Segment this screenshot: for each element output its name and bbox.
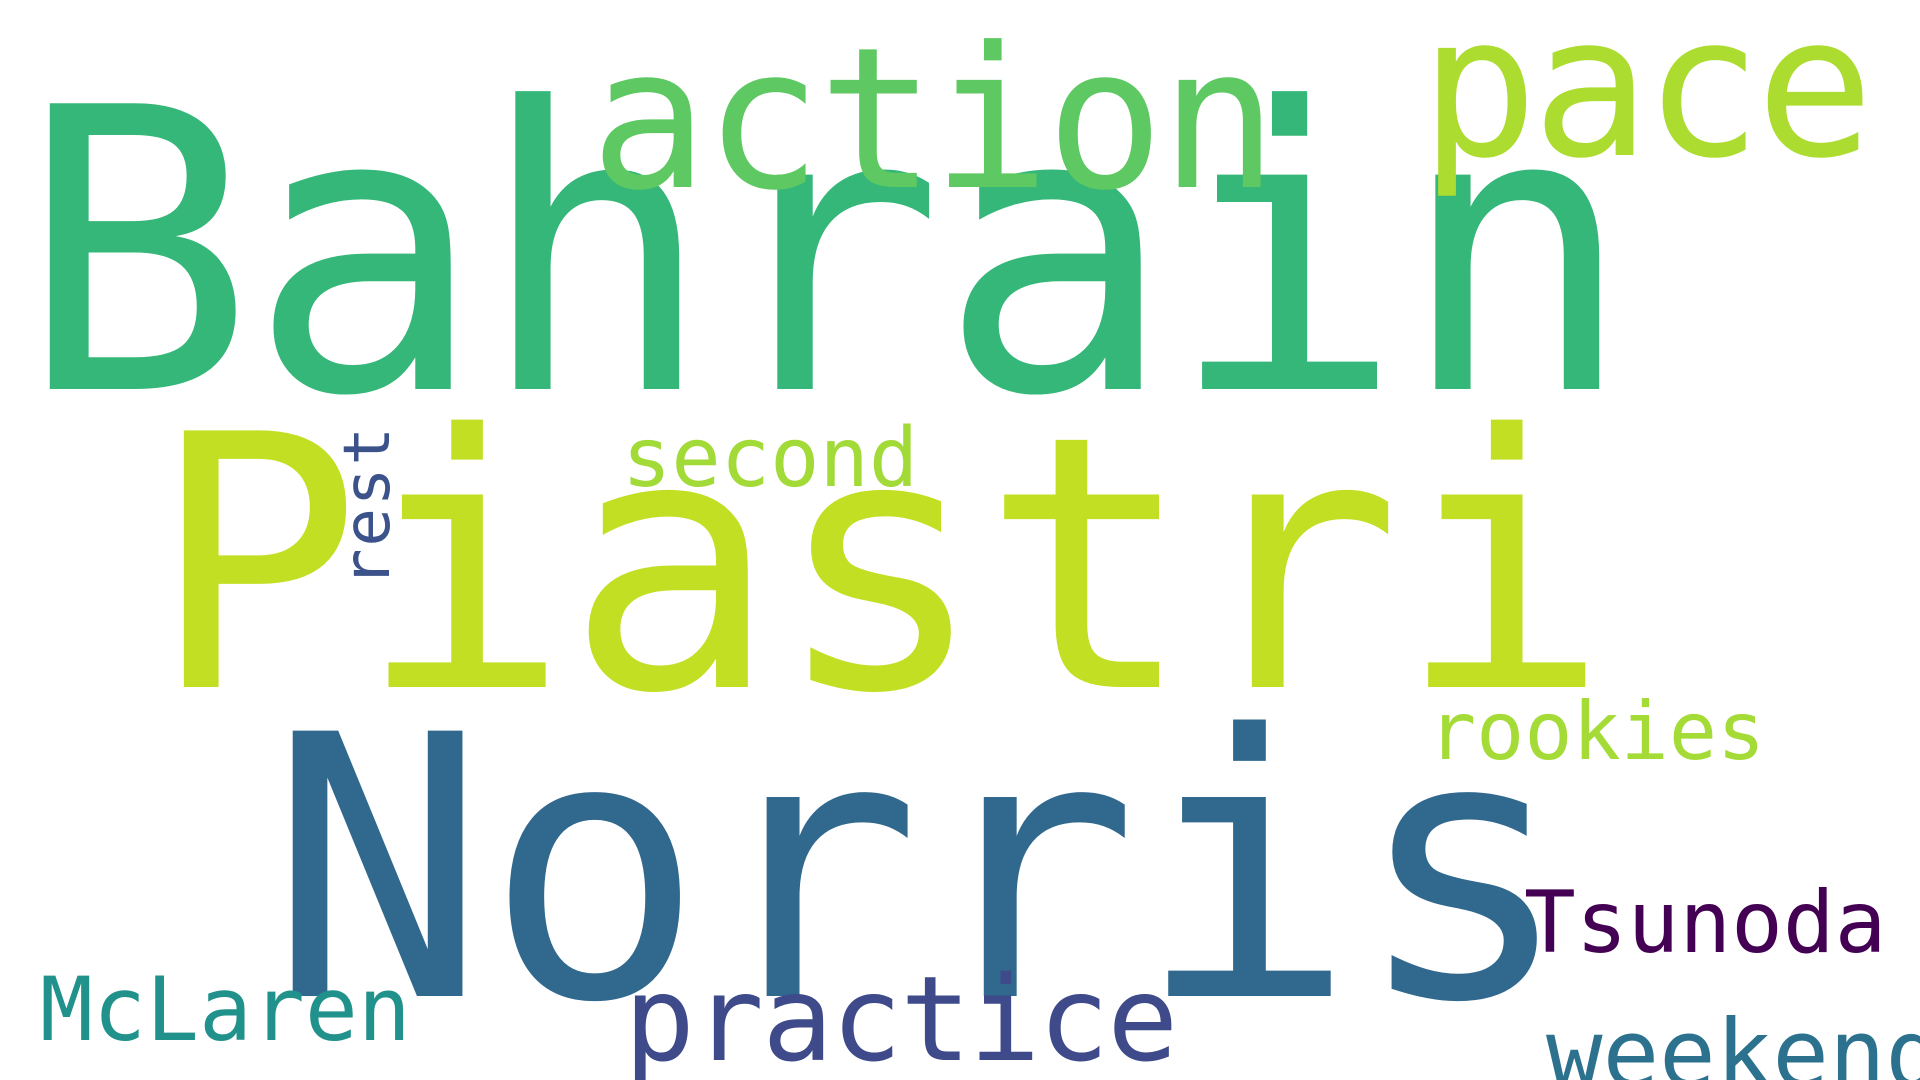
word-rookies: rookies: [1428, 685, 1766, 778]
word-rest: rest: [331, 425, 405, 588]
word-second: second: [622, 411, 919, 506]
word-pace: pace: [1420, 0, 1874, 202]
word-piastri: Piastri: [150, 361, 1609, 771]
word-norris: Norris: [268, 658, 1573, 1080]
word-tsunoda: Tsunoda: [1524, 873, 1887, 973]
word-bahrain: Bahrain: [18, 26, 1634, 482]
word-action: action: [590, 6, 1278, 234]
word-weekend: weekend: [1546, 1000, 1920, 1080]
word-practice: practice: [624, 950, 1178, 1080]
word-mclaren: McLaren: [40, 958, 411, 1061]
